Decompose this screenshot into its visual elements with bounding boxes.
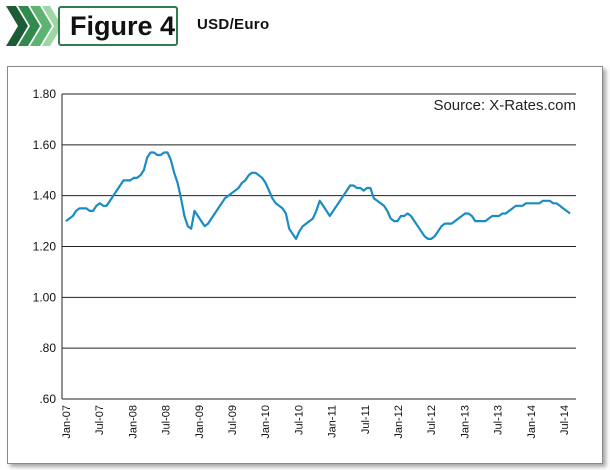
x-tick-label: Jan-13: [459, 405, 471, 439]
x-tick-label: Jan-10: [260, 405, 272, 439]
x-tick-label: Jul-10: [293, 405, 305, 435]
series-layer: [65, 151, 571, 240]
y-tick-label: 1.40: [33, 189, 57, 203]
line-chart: 1.801.601.401.201.00.80.60 Jan-07 Jul-07 J…: [33, 87, 576, 439]
y-tick-label: .60: [39, 392, 56, 406]
gridlines: [61, 93, 576, 400]
x-tick-label: Jul-13: [493, 405, 505, 435]
x-tick-label: Jan-07: [61, 405, 73, 439]
figure-title: USD/Euro: [197, 16, 270, 33]
x-tick-label: Jul-12: [426, 405, 438, 435]
x-tick-label: Jan-08: [127, 405, 139, 439]
x-tick-label: Jan-11: [327, 405, 339, 438]
chart-panel: 1.80 1.60 1.40 1.20 1.00.80.60 Jan-07 Jul-07 J…: [7, 66, 603, 464]
y-axis-ticks: 1.80 1.60 1.40 1.20 1.00 .80 .60: [33, 87, 57, 406]
y-tick-label: 1.00: [33, 290, 57, 304]
y-tick-label: .80: [39, 341, 56, 355]
chevron-arrows-icon: [6, 6, 62, 46]
x-tick-label: Jul-14: [559, 405, 571, 435]
x-tick-label: Jul-08: [161, 405, 173, 435]
source-annotation: Source: X-Rates.com: [433, 97, 576, 114]
figure-label: Figure 4: [70, 11, 176, 41]
x-tick-label: Jul-09: [227, 405, 239, 435]
x-tick-label: Jan-12: [393, 405, 405, 439]
x-tick-label: Jul-07: [94, 405, 106, 435]
figure-badge: [58, 6, 178, 46]
y-tick-label: 1.20: [33, 240, 57, 254]
y-tick-label: 1.60: [33, 138, 57, 152]
figure-header: Figure 4 USD/Euro: [0, 0, 610, 52]
series-line: [65, 151, 571, 240]
x-tick-label: Jul-11: [360, 405, 372, 434]
y-tick-label: 1.80: [33, 87, 57, 101]
x-tick-label: Jan-09: [194, 405, 206, 439]
x-axis-ticks: Jan-07 Jul-07 Jan-08 Jul-08 Jan-09 Jul-09 Jan-…: [61, 405, 571, 439]
x-tick-label: Jan-14: [526, 405, 538, 439]
